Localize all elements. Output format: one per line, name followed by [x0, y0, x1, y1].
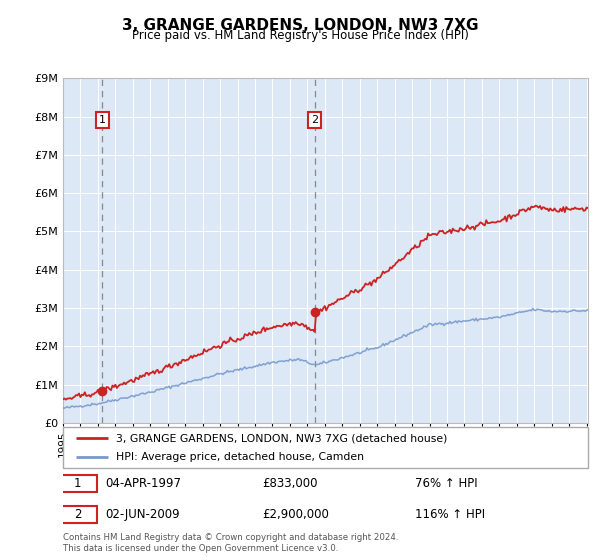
Text: Contains HM Land Registry data © Crown copyright and database right 2024.
This d: Contains HM Land Registry data © Crown c…	[63, 533, 398, 553]
Text: 76% ↑ HPI: 76% ↑ HPI	[415, 477, 478, 490]
Text: 2: 2	[311, 115, 318, 125]
Text: 116% ↑ HPI: 116% ↑ HPI	[415, 508, 485, 521]
Text: Price paid vs. HM Land Registry's House Price Index (HPI): Price paid vs. HM Land Registry's House …	[131, 29, 469, 42]
Text: HPI: Average price, detached house, Camden: HPI: Average price, detached house, Camd…	[115, 452, 364, 461]
Text: £2,900,000: £2,900,000	[263, 508, 329, 521]
Text: 04-APR-1997: 04-APR-1997	[105, 477, 181, 490]
Text: 3, GRANGE GARDENS, LONDON, NW3 7XG: 3, GRANGE GARDENS, LONDON, NW3 7XG	[122, 18, 478, 33]
FancyBboxPatch shape	[58, 506, 97, 523]
FancyBboxPatch shape	[63, 427, 588, 468]
Text: 1: 1	[99, 115, 106, 125]
Text: 3, GRANGE GARDENS, LONDON, NW3 7XG (detached house): 3, GRANGE GARDENS, LONDON, NW3 7XG (deta…	[115, 433, 447, 443]
FancyBboxPatch shape	[58, 474, 97, 492]
Text: £833,000: £833,000	[263, 477, 318, 490]
Text: 02-JUN-2009: 02-JUN-2009	[105, 508, 179, 521]
Text: 2: 2	[74, 508, 81, 521]
Text: 1: 1	[74, 477, 81, 490]
